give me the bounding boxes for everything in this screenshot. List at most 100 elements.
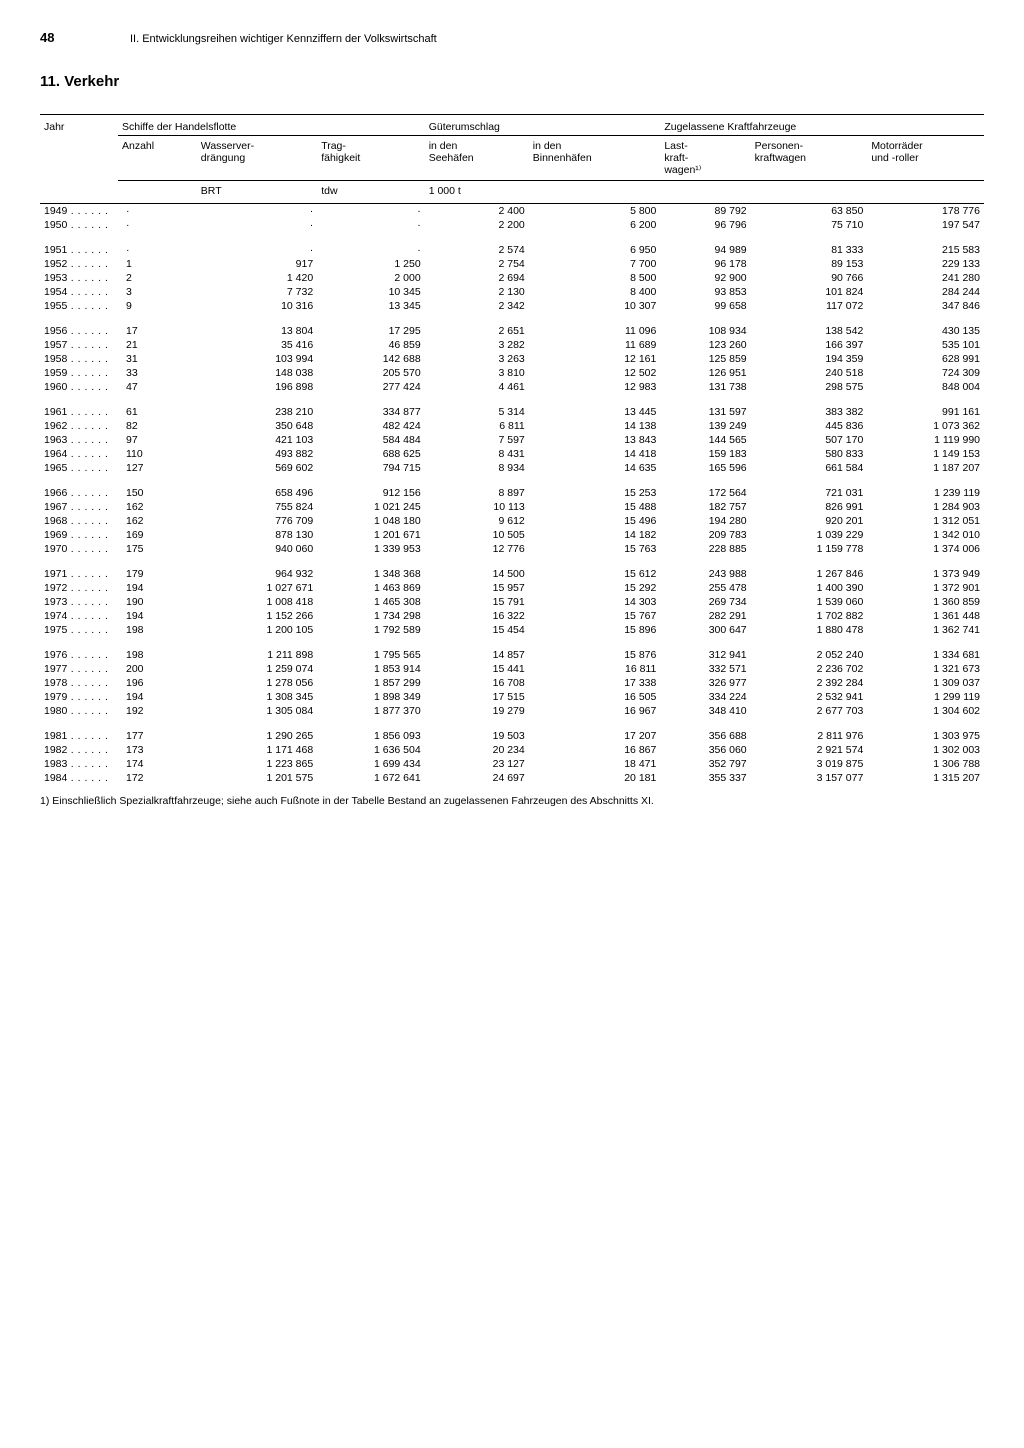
cell-year: 1956 (40, 313, 118, 338)
cell-value: 2 532 941 (751, 690, 868, 704)
cell-value: 348 410 (660, 704, 750, 718)
cell-value: 1 702 882 (751, 609, 868, 623)
cell-value: 1 400 390 (751, 581, 868, 595)
cell-value: 63 850 (751, 204, 868, 219)
cell-value: 99 658 (660, 299, 750, 313)
col-pkw-head: Personen- kraftwagen (751, 136, 868, 181)
cell-value: 15 763 (529, 542, 661, 556)
cell-value: 1 303 975 (867, 718, 984, 743)
cell-year: 1966 (40, 475, 118, 500)
cell-year: 1957 (40, 338, 118, 352)
cell-year: 1951 (40, 232, 118, 257)
cell-value: 6 811 (425, 419, 529, 433)
cell-value: 16 811 (529, 662, 661, 676)
cell-value: 755 824 (197, 500, 317, 514)
cell-value: 18 471 (529, 757, 661, 771)
cell-value: 312 941 (660, 637, 750, 662)
cell-value: 194 280 (660, 514, 750, 528)
cell-value: 1 200 105 (197, 623, 317, 637)
cell-value: 17 295 (317, 313, 425, 338)
cell-value: 445 836 (751, 419, 868, 433)
page-number: 48 (40, 30, 130, 45)
table-row: 1971179964 9321 348 36814 50015 612243 9… (40, 556, 984, 581)
footnote: 1) Einschließlich Spezialkraftfahrzeuge;… (40, 795, 984, 807)
table-row: 1966150658 496912 1568 89715 253172 5647… (40, 475, 984, 500)
cell-value: 1 465 308 (317, 595, 425, 609)
cell-value: 1 201 575 (197, 771, 317, 785)
cell-value: 1 073 362 (867, 419, 984, 433)
cell-value: 190 (118, 595, 197, 609)
cell-value: 96 796 (660, 218, 750, 232)
cell-value: 162 (118, 500, 197, 514)
cell-value: 1 021 245 (317, 500, 425, 514)
cell-value: 8 500 (529, 271, 661, 285)
cell-value: 1 360 859 (867, 595, 984, 609)
cell-value: 127 (118, 461, 197, 475)
cell-value: 175 (118, 542, 197, 556)
table-row: 1951···2 5746 95094 98981 333215 583 (40, 232, 984, 257)
cell-value: 1 795 565 (317, 637, 425, 662)
cell-value: 97 (118, 433, 197, 447)
cell-value: 1 284 903 (867, 500, 984, 514)
cell-year: 1958 (40, 352, 118, 366)
cell-value: 628 991 (867, 352, 984, 366)
cell-value: 159 183 (660, 447, 750, 461)
cell-value: 6 200 (529, 218, 661, 232)
cell-value: 8 897 (425, 475, 529, 500)
table-row: 1968162776 7091 048 1809 61215 496194 28… (40, 514, 984, 528)
col-year-head: Jahr (40, 115, 118, 181)
cell-value: 920 201 (751, 514, 868, 528)
cell-value: 194 (118, 609, 197, 623)
cell-value: 15 488 (529, 500, 661, 514)
table-row: 196397421 103584 4847 59713 843144 56550… (40, 433, 984, 447)
cell-value: · (118, 218, 197, 232)
col-anzahl-head: Anzahl (118, 136, 197, 181)
cell-value: · (317, 218, 425, 232)
cell-value: 125 859 (660, 352, 750, 366)
cell-value: 16 867 (529, 743, 661, 757)
cell-value: 20 181 (529, 771, 661, 785)
cell-value: 194 (118, 690, 197, 704)
cell-value: 1 039 229 (751, 528, 868, 542)
cell-value: 1 898 349 (317, 690, 425, 704)
cell-value: 848 004 (867, 380, 984, 394)
cell-value: 15 441 (425, 662, 529, 676)
cell-value: 82 (118, 419, 197, 433)
cell-value: 1 149 153 (867, 447, 984, 461)
cell-year: 1955 (40, 299, 118, 313)
cell-value: 3 263 (425, 352, 529, 366)
cell-value: 16 505 (529, 690, 661, 704)
cell-value: 24 697 (425, 771, 529, 785)
cell-year: 1969 (40, 528, 118, 542)
cell-value: 10 307 (529, 299, 661, 313)
cell-value: 1 373 949 (867, 556, 984, 581)
cell-value: 2 651 (425, 313, 529, 338)
cell-value: 178 776 (867, 204, 984, 219)
cell-value: 1 302 003 (867, 743, 984, 757)
cell-value: 14 418 (529, 447, 661, 461)
cell-value: 1 374 006 (867, 542, 984, 556)
table-row: 195831103 994142 6883 26312 161125 85919… (40, 352, 984, 366)
page-header: 48 II. Entwicklungsreihen wichtiger Kenn… (40, 30, 984, 45)
cell-value: 1 312 051 (867, 514, 984, 528)
table-row: 19731901 008 4181 465 30815 79114 303269… (40, 595, 984, 609)
cell-value: 2 130 (425, 285, 529, 299)
cell-value: 5 314 (425, 394, 529, 419)
cell-value: 123 260 (660, 338, 750, 352)
col-moto-head: Motorräder und -roller (867, 136, 984, 181)
cell-value: 1 239 119 (867, 475, 984, 500)
table-row: 19791941 308 3451 898 34917 51516 505334… (40, 690, 984, 704)
cell-value: 776 709 (197, 514, 317, 528)
cell-value: 1 304 602 (867, 704, 984, 718)
cell-value: 1 027 671 (197, 581, 317, 595)
cell-value: 912 156 (317, 475, 425, 500)
header-row-cols: Anzahl Wasserver- drängung Trag- fähigke… (40, 136, 984, 181)
cell-value: 142 688 (317, 352, 425, 366)
cell-value: 33 (118, 366, 197, 380)
header-row-units: BRT tdw 1 000 t (40, 181, 984, 204)
cell-year: 1949 (40, 204, 118, 219)
table-row: 195321 4202 0002 6948 50092 90090 766241… (40, 271, 984, 285)
cell-value: · (197, 204, 317, 219)
cell-value: 196 898 (197, 380, 317, 394)
cell-year: 1961 (40, 394, 118, 419)
